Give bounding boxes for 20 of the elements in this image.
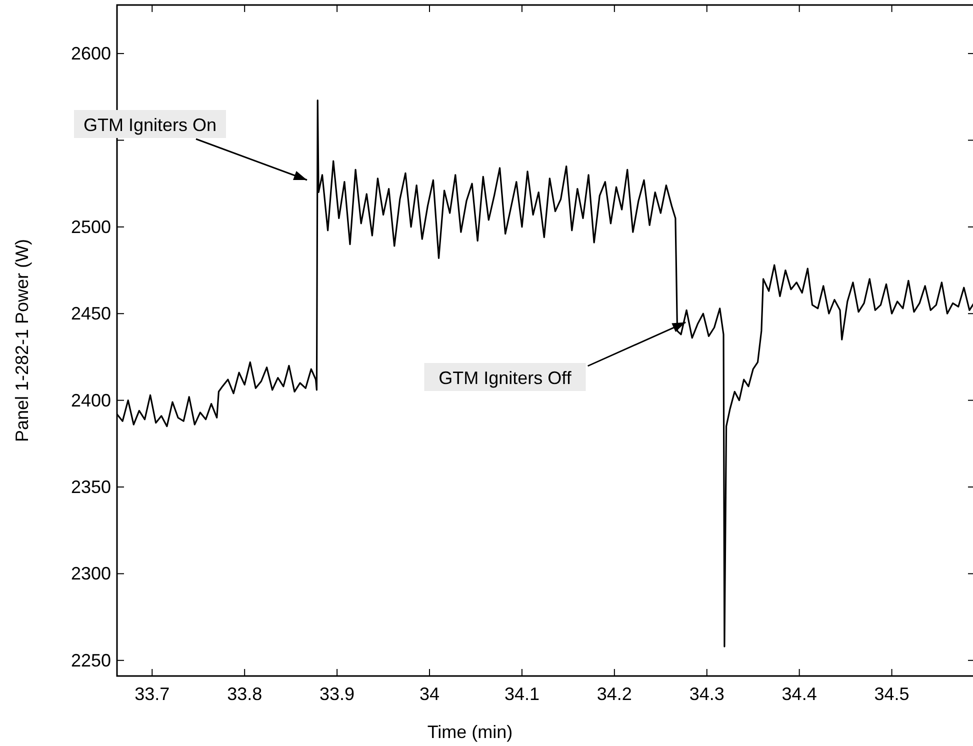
y-tick-label: 2600 xyxy=(70,44,111,64)
x-tick-label: 34.5 xyxy=(874,684,910,704)
x-tick-label: 34 xyxy=(419,684,440,704)
x-tick-label: 33.8 xyxy=(227,684,262,704)
x-tick-label: 33.9 xyxy=(320,684,355,704)
y-axis-title: Panel 1-282-1 Power (W) xyxy=(12,238,32,442)
y-tick-label: 2350 xyxy=(70,477,111,498)
annotation: GTM Igniters Off xyxy=(438,368,572,388)
y-tick-label: 2300 xyxy=(70,564,111,584)
x-tick-label: 34.2 xyxy=(596,684,632,704)
y-tick-label: 2450 xyxy=(70,304,111,324)
y-tick-label: 2250 xyxy=(70,650,111,670)
y-tick-label: 2400 xyxy=(70,390,111,410)
y-tick-label: 2500 xyxy=(70,216,111,237)
x-axis-title: Time (min) xyxy=(427,722,513,742)
x-tick-label: 33.7 xyxy=(134,684,170,704)
annotation: GTM Igniters On xyxy=(83,115,217,135)
x-tick-label: 34.4 xyxy=(782,684,817,704)
x-tick-label: 34.3 xyxy=(689,684,724,704)
x-tick-label: 34.1 xyxy=(504,684,540,704)
